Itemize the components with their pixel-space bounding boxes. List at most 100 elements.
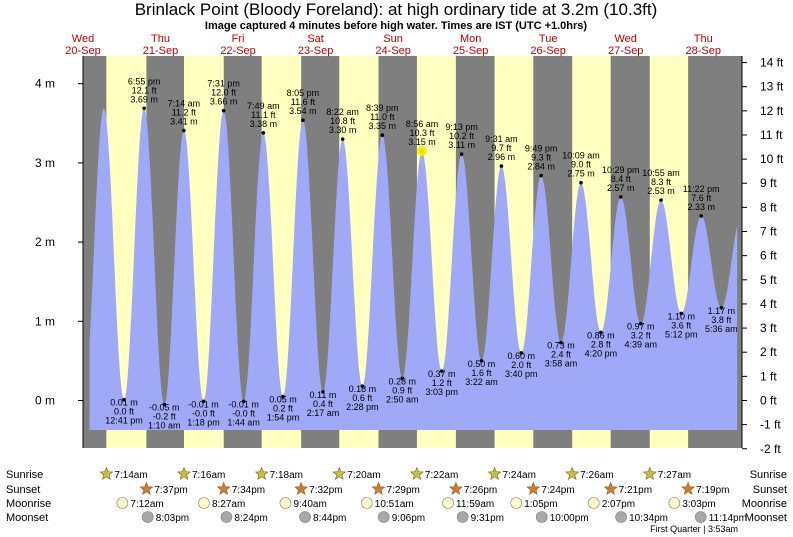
moonrise-time: 8:27am (212, 499, 245, 510)
moonset-row-label-left: Moonset (6, 512, 48, 524)
day-name: Sun (383, 33, 403, 45)
tide-label: 5:36 am (705, 324, 738, 334)
right-tick-label: -2 ft (760, 442, 781, 456)
moonset-moon-icon (694, 511, 707, 523)
tide-label: -0.0 ft (192, 408, 216, 418)
right-tick-label: 0 ft (760, 393, 777, 407)
tide-point (459, 152, 464, 156)
tide-point (162, 402, 167, 407)
tide-point (400, 376, 405, 381)
left-tick-label: 2 m (35, 235, 55, 249)
moonrise-time: 7:12am (130, 499, 163, 510)
tide-label: 3.30 m (329, 125, 357, 135)
moonset-time: 11:14pm (709, 513, 747, 524)
sunrise-star-icon (565, 466, 580, 480)
right-tick-label: 12 ft (760, 104, 784, 118)
moonrise-moon-icon (116, 497, 129, 509)
right-tick-label: 5 ft (760, 273, 777, 287)
moonrise-time: 9:40am (293, 499, 326, 510)
tide-label: 2.33 m (687, 202, 715, 212)
moonrise-moon-icon (279, 497, 292, 509)
moonset-moon-icon (220, 511, 233, 523)
moonrise-time: 1:05pm (524, 499, 557, 510)
tide-label: 10:09 am (562, 151, 600, 161)
tide-label: -0.2 ft (153, 411, 177, 421)
moonset-row-label-right: Moonset (745, 512, 787, 524)
right-tick-label: 14 ft (760, 56, 784, 70)
tide-point (599, 330, 603, 335)
right-tick-label: 13 ft (760, 80, 784, 94)
tide-label: 0.86 m (587, 330, 615, 340)
tide-label: 9:49 pm (525, 144, 558, 154)
day-name: Fri (232, 33, 245, 45)
tide-label: 8:05 pm (287, 88, 320, 98)
tide-label: 2.0 ft (511, 360, 532, 370)
tide-point (499, 164, 504, 168)
tide-label: -0.0 ft (232, 408, 256, 418)
right-tick-label: 2 ft (760, 345, 777, 359)
tide-label: 10.8 ft (330, 116, 356, 126)
tide-label: 2.53 m (647, 186, 675, 196)
tide-label: 6:55 pm (128, 76, 161, 86)
tide-label: 0.6 ft (352, 393, 373, 403)
tide-label: 3.66 m (210, 97, 238, 107)
tide-label: 4:39 am (624, 340, 657, 350)
day-name: Tue (539, 33, 558, 45)
tide-label: 3.41 m (170, 116, 198, 126)
moonset-time: 8:44pm (313, 513, 346, 524)
tide-label: 3:40 pm (505, 369, 538, 379)
tide-label: 8:39 pm (366, 103, 399, 113)
tide-label: 3.6 ft (671, 320, 692, 330)
moonset-time: 10:00pm (550, 513, 589, 524)
tide-label: 10:29 pm (602, 165, 640, 175)
tide-point (182, 128, 186, 133)
tide-label: 11.0 ft (370, 112, 395, 122)
sunset-star-icon (603, 481, 618, 495)
sunrise-time: 7:24am (503, 470, 536, 481)
sunset-row-label-left: Sunset (6, 484, 40, 496)
tide-point (479, 359, 484, 363)
tide-label: 9.7 ft (491, 143, 512, 153)
sunrise-time: 7:16am (192, 470, 225, 481)
sunrise-time: 7:20am (347, 470, 380, 481)
axes: 0 m 1 m 2 m 3 m 4 m -2 ft -1 ft 0 ft 1 ft 2 ft 3 f… (35, 56, 784, 456)
moonrise-time: 11:59am (456, 499, 494, 510)
tide-label: 3.2 ft (631, 331, 652, 341)
tide-label: 2.57 m (607, 183, 635, 193)
tide-point (261, 131, 266, 135)
sunrise-star-icon (487, 466, 502, 480)
tide-label: 2:28 pm (346, 402, 379, 412)
sunset-star-icon (526, 481, 541, 495)
right-tick-label: 8 ft (760, 200, 777, 214)
sunset-time: 7:21pm (619, 485, 652, 496)
tide-label: 0.01 m (110, 398, 138, 408)
tide-label: 3.35 m (369, 121, 397, 131)
sunset-time: 7:34pm (232, 485, 265, 496)
tide-label: 10.3 ft (409, 128, 435, 138)
right-tick-label: 10 ft (760, 152, 784, 166)
sunset-time: 7:32pm (309, 485, 342, 496)
tide-point (539, 173, 543, 178)
tide-label: 12.1 ft (132, 85, 158, 95)
tide-label: 0.50 m (468, 359, 496, 369)
tide-point (638, 321, 643, 326)
tide-label: 2.8 ft (591, 339, 612, 349)
sun-moon-events: Sunrise Sunrise 7:14am 7:16am 7:18am 7:20am 7:… (6, 466, 787, 534)
right-tick-label: 7 ft (760, 225, 777, 239)
day-date: 26-Sep (530, 45, 565, 57)
right-tick-label: 11 ft (760, 128, 783, 142)
left-tick-label: 4 m (35, 77, 55, 91)
day-date: 24-Sep (375, 45, 410, 57)
tide-label: 3:22 am (465, 377, 498, 387)
sunset-star-icon (681, 481, 696, 495)
tide-label: 5:12 pm (665, 329, 698, 339)
day-date: 25-Sep (453, 45, 488, 57)
tide-label: 0.0 ft (114, 407, 135, 417)
sunrise-row-label-left: Sunrise (6, 469, 43, 481)
tide-label: 3:03 pm (425, 387, 458, 397)
tide-label: 7:31 pm (207, 79, 240, 89)
chart-subtitle: Image captured 4 minutes before high wat… (205, 20, 587, 32)
tide-label: 3.54 m (289, 106, 317, 116)
chart-title: Brinlack Point (Bloody Foreland): at hig… (135, 0, 658, 19)
tide-point (301, 118, 305, 122)
